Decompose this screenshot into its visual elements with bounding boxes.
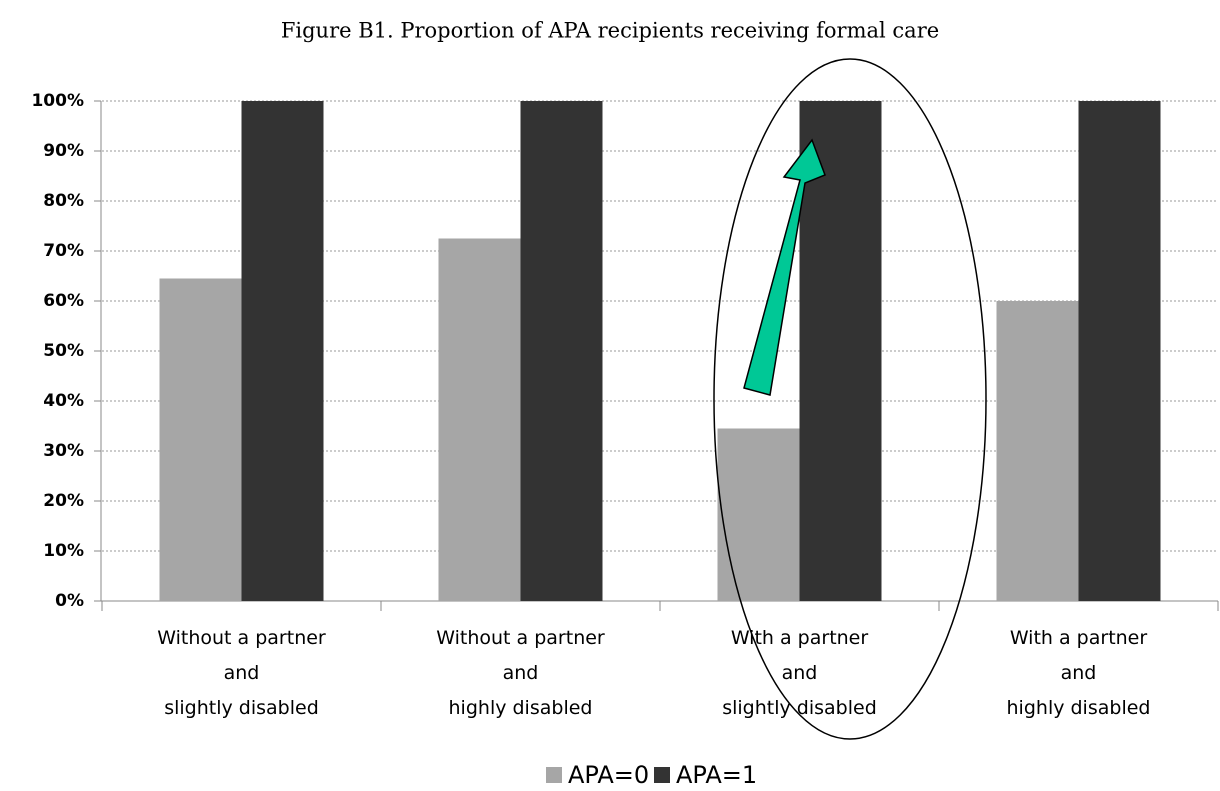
x-tick-label-line: slightly disabled [164, 697, 319, 719]
legend-swatch [546, 767, 562, 783]
x-tick-label-line: Without a partner [157, 627, 326, 649]
x-tick-label-line: With a partner [1010, 627, 1148, 649]
x-tick-label: With a partner and highly disabled [1007, 627, 1151, 719]
highlight-ellipse [713, 58, 987, 740]
bar [799, 101, 882, 601]
x-tick-label-line: and [1061, 662, 1097, 684]
x-tick-label: Without a partner and slightly disabled [157, 627, 326, 719]
y-tick-label: 30% [43, 441, 84, 461]
bar [159, 278, 242, 601]
plot-area: 0% 10% 20% 30% 40% 50% 60% 70% 80% 90% 100% Without… [31, 91, 1219, 719]
y-tick-label: 10% [43, 541, 84, 561]
x-tick-label-line: highly disabled [1007, 697, 1151, 719]
y-tick-label: 80% [43, 191, 84, 211]
y-tick-label: 40% [43, 391, 84, 411]
x-tick-label-line: Without a partner [436, 627, 605, 649]
legend-label: APA=1 [676, 761, 757, 789]
y-tick-label: 90% [43, 141, 84, 161]
x-tick-label-line: and [503, 662, 539, 684]
bar [717, 428, 800, 601]
x-tick-label: With a partner and slightly disabled [722, 627, 877, 719]
bar [1078, 101, 1161, 601]
bar [438, 238, 521, 601]
y-tick-label: 60% [43, 291, 84, 311]
y-tick-label: 50% [43, 341, 84, 361]
bar [520, 101, 603, 601]
legend-label: APA=0 [568, 761, 649, 789]
chart-title: Figure B1. Proportion of APA recipients … [281, 19, 939, 43]
y-tick-label: 0% [55, 591, 84, 611]
bar [241, 101, 324, 601]
y-tick-label: 70% [43, 241, 84, 261]
x-tick-label-line: and [224, 662, 260, 684]
legend-swatch [654, 767, 670, 783]
x-tick-label: Without a partner and highly disabled [436, 627, 605, 719]
x-tick-label-line: With a partner [731, 627, 869, 649]
x-tick-label-line: and [782, 662, 818, 684]
y-tick-label: 20% [43, 491, 84, 511]
highlight-arrow [743, 138, 826, 396]
x-tick-label-line: slightly disabled [722, 697, 877, 719]
bar [996, 301, 1079, 601]
x-tick-label-line: highly disabled [449, 697, 593, 719]
y-tick-label: 100% [31, 91, 84, 111]
